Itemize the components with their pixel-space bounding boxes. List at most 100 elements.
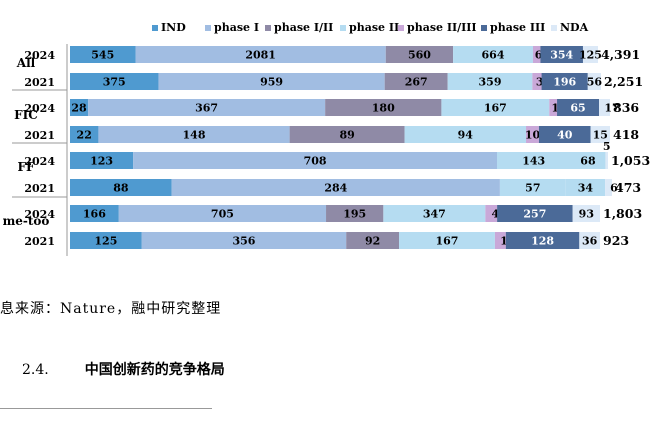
bar-segment [399,232,495,249]
segment-value-label: 708 [304,155,327,168]
segment-value-label: 284 [324,182,347,195]
bar-segment [538,126,591,143]
footnote-divider [0,408,212,409]
bar-segment [158,73,385,90]
bar-segment [383,205,486,222]
legend-swatch-nda [551,25,557,31]
bar-segment [494,232,506,249]
legend-label-phase-ii: phase II [349,21,399,34]
bar-segment [141,232,347,249]
segment-value-label: 195 [343,208,366,221]
bar-segment [590,126,610,143]
row-year-ff-2021: 2021 [24,182,55,195]
segment-value-label: 93 [579,208,594,221]
segment-value-label: 257 [523,208,546,221]
legend-label-phase-iii: phase III [490,21,545,34]
segment-value-label: 88 [113,182,129,195]
segment-value-label: 10 [525,129,541,142]
stacked-bar-chart: IND phase I phase I/II phase II phase II/III… [3,21,650,256]
segment-value-label: 22 [77,129,92,142]
bar-segment [605,179,612,196]
row-total-label: 1,053 [611,153,650,168]
legend-label-ind: IND [161,21,186,34]
segment-value-label: 5 [603,140,611,153]
segment-value-label: 167 [484,102,507,115]
legend-swatch-phase-iii [481,25,487,31]
bar-segment [582,46,598,63]
bar-segment [404,126,527,143]
segment-value-label: 56 [587,76,603,89]
group-label-ff: FF [17,160,35,174]
segment-value-label: 94 [458,129,474,142]
bar-segment [453,46,533,63]
bar-segment [441,99,550,116]
bar-segment [541,73,588,90]
segment-value-label: 2081 [245,49,276,62]
row-total-label: 2,251 [604,74,643,89]
legend-label-nda: NDA [560,21,589,34]
bar-segment [532,73,542,90]
row-total-label: 1,803 [603,206,642,221]
segment-value-label: 196 [553,76,576,89]
segment-value-label: 375 [103,76,126,89]
bar-segment [289,126,405,143]
bar-segment [587,73,601,90]
segment-value-label: 356 [233,235,256,248]
segment-value-label: 367 [195,102,218,115]
row-year-me-too-2024: 2024 [24,208,55,221]
segment-value-label: 28 [71,102,87,115]
bar-segment [579,232,600,249]
legend-swatch-phase-ii [340,25,346,31]
bar-segment [98,126,290,143]
section-title: 中国创新药的竞争格局 [84,362,225,378]
legend-swatch-ind [152,25,158,31]
segment-value-label: 560 [408,49,431,62]
segment-value-label: 65 [570,102,585,115]
bar-segment [326,205,384,222]
bar-segment [599,99,610,116]
bar-segment [70,179,172,196]
segment-value-label: 57 [525,182,540,195]
segment-value-label: 347 [423,208,446,221]
bar-segment [70,73,159,90]
row-year-me-too-2021: 2021 [24,235,55,248]
segment-value-label: 125 [94,235,117,248]
row-year-ff-2024: 2024 [24,155,55,168]
bar-segment [70,152,134,169]
legend-swatch-phase-i-ii [265,25,271,31]
segment-value-label: 148 [183,129,206,142]
segment-value-label: 68 [580,155,596,168]
bar-segment [70,126,99,143]
segment-value-label: 180 [372,102,395,115]
segment-value-label: 128 [531,235,554,248]
bar-segment [557,99,600,116]
row-year-all-2024: 2024 [24,49,55,62]
segment-value-label: 17 [604,102,619,115]
legend-swatch-phase-ii-iii [398,25,404,31]
segment-value-label: 123 [90,155,113,168]
bar-segment [70,99,89,116]
bar-segment [572,205,600,222]
bar-segment [135,46,386,63]
row-total-label: 836 [613,100,639,115]
bar-segment [497,152,571,169]
segment-value-label: 40 [557,129,573,142]
segment-value-label: 166 [83,208,106,221]
bar-segment [532,46,541,63]
segment-value-label: 89 [339,129,354,142]
bar-segment [565,179,606,196]
section-number: 2.4. [22,362,49,378]
bar-segment [570,152,606,169]
bar-segment [505,232,580,249]
section-heading: 2.4. 中国创新药的竞争格局 [22,359,225,379]
bar-segment [70,232,142,249]
bar-segment [549,99,558,116]
bar-segment [605,152,608,169]
segment-value-label: 267 [405,76,428,89]
bar-segment [171,179,500,196]
row-year-all-2021: 2021 [24,76,55,89]
group-label-me-too: me-too [3,214,50,228]
bar-segment [133,152,498,169]
bar-segment [70,205,119,222]
group-label-fic: FIC [14,108,38,122]
